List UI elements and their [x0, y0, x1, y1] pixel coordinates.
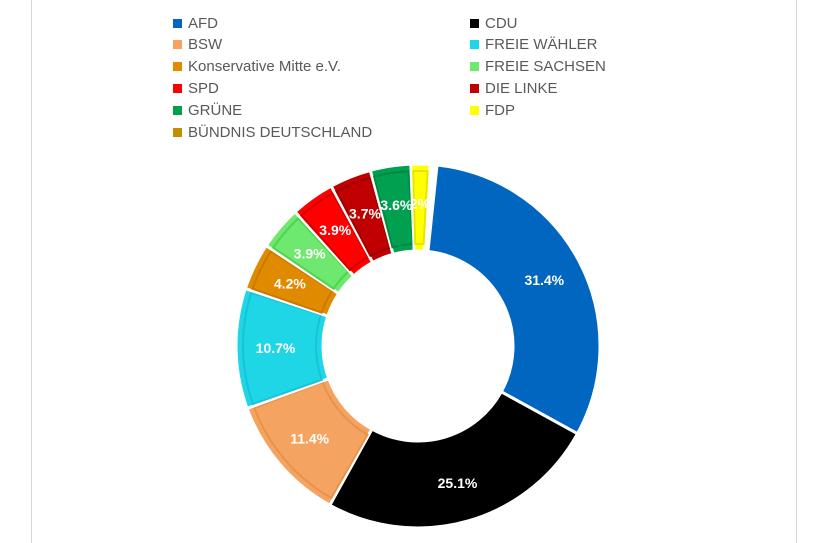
legend-label: FREIE SACHSEN [485, 58, 606, 76]
data-label: 31.4% [524, 272, 564, 288]
legend-swatch [173, 127, 182, 137]
slice-afd: 31.4% [426, 163, 602, 436]
legend-item: BSW [173, 34, 222, 56]
data-label: 2% [410, 196, 431, 212]
legend-swatch [173, 105, 182, 115]
data-label: 10.7% [256, 340, 296, 356]
legend-item: FDP [470, 99, 515, 121]
data-label: 3.9% [319, 222, 351, 238]
legend-label: SPD [188, 79, 219, 97]
slice-bevel [412, 170, 429, 246]
legend-label: FREIE WÄHLER [485, 36, 598, 54]
legend-swatch [173, 62, 182, 72]
legend-item: SPD [173, 77, 219, 99]
slice-freie-w-hler: 10.7% [234, 286, 331, 411]
legend-swatch [173, 83, 182, 93]
legend-label: BSW [188, 36, 223, 54]
slice-bevel [253, 380, 369, 500]
legend-swatch [470, 83, 479, 93]
legend-item: FREIE WÄHLER [470, 34, 598, 56]
data-label: 4.2% [274, 276, 306, 292]
legend-swatch [173, 40, 182, 50]
legend-label: FDP [485, 101, 515, 119]
legend-label: GRÜNE [188, 101, 243, 119]
legend-item: BÜNDNIS DEUTSCHLAND [173, 121, 372, 143]
slice-shape [426, 163, 602, 436]
legend-label: DIE LINKE [485, 79, 558, 97]
slice-cdu: 25.1% [327, 389, 580, 530]
data-label: 11.4% [290, 431, 329, 447]
slice-bevel [242, 291, 324, 406]
chart-frame [31, 0, 797, 543]
legend-item: DIE LINKE [470, 77, 558, 99]
legend-swatch [470, 105, 479, 115]
legend-swatch [470, 62, 479, 72]
legend-item: CDU [470, 12, 518, 34]
data-label: 3.7% [349, 206, 381, 222]
data-label: 25.1% [438, 475, 478, 491]
legend-label: AFD [188, 14, 218, 32]
legend-swatch [173, 18, 182, 28]
slice-shape [327, 389, 580, 530]
legend-label: Konservative Mitte e.V. [188, 58, 341, 76]
legend-item: FREIE SACHSEN [470, 56, 606, 78]
legend-item: Konservative Mitte e.V. [173, 56, 341, 78]
legend-swatch [470, 40, 479, 50]
legend-label: CDU [485, 14, 518, 32]
legend-item: GRÜNE [173, 99, 242, 121]
legend-item: AFD [173, 12, 218, 34]
data-label: 3.6% [380, 197, 412, 213]
legend-label: BÜNDNIS DEUTSCHLAND [188, 123, 373, 141]
slice-b-ndnis-deutschland: 2% [409, 162, 432, 253]
legend-swatch [470, 18, 479, 28]
data-label: 3.9% [294, 245, 326, 261]
